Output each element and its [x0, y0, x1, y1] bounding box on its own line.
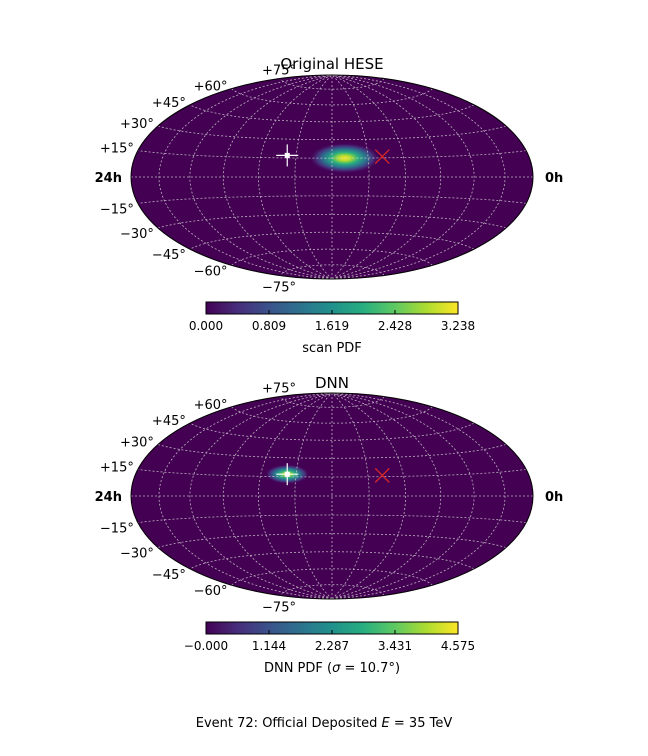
ra-label-right: 0h — [545, 171, 563, 186]
dec-gridline — [137, 195, 527, 204]
dec-gridline — [189, 551, 475, 570]
dec-tick-label: +60° — [194, 80, 228, 95]
dec-tick-label: +45° — [152, 96, 186, 111]
colorbar-tick-label: 3.238 — [441, 319, 475, 333]
marker-stroke-b — [374, 149, 390, 165]
ra-gridline — [258, 392, 333, 600]
caption-prefix: Event 72: Official Deposited — [195, 716, 382, 731]
ra-gridline — [331, 74, 406, 280]
dec-tick-label: −75° — [262, 281, 296, 296]
marker-center — [284, 471, 290, 477]
reconstructed-direction-marker — [374, 149, 390, 165]
dec-tick-label: −75° — [262, 600, 296, 615]
dec-gridline — [157, 533, 507, 548]
marker-stroke-b — [374, 467, 390, 483]
dec-tick-label: +75° — [262, 63, 296, 78]
ra-label-right: 0h — [545, 490, 563, 505]
colorbar-label: DNN PDF (σ = 10.7°) — [264, 661, 400, 676]
ra-gridline — [331, 392, 370, 600]
panel-dnn: DNN 24h 0h +75° +60° +45° +30° +15° −15° −30° −45°… — [95, 374, 564, 676]
caption-suffix: = 35 TeV — [389, 716, 453, 731]
dec-gridline — [279, 78, 385, 90]
colorbar-label-variable: σ — [332, 661, 341, 676]
sky-map-outline — [130, 74, 534, 280]
ra-gridline — [158, 74, 333, 280]
graticule — [131, 392, 533, 600]
colorbar-tick-label: 2.287 — [315, 639, 349, 653]
dec-tick-label: +75° — [262, 382, 296, 397]
graticule — [131, 74, 533, 280]
dec-gridline — [189, 231, 475, 250]
ra-gridline — [331, 74, 370, 280]
dec-tick-label: −15° — [100, 202, 134, 217]
sky-map-outline — [130, 392, 534, 600]
ra-label-left: 24h — [95, 490, 122, 505]
dec-gridline — [279, 264, 385, 276]
true-direction-marker — [276, 144, 299, 167]
dec-gridline — [231, 88, 433, 106]
colorbar-tick-label: 2.428 — [378, 319, 412, 333]
ra-gridline — [189, 392, 333, 600]
colorbar-label-prefix: DNN PDF ( — [264, 661, 332, 676]
dec-gridline — [137, 468, 527, 478]
chart-title: DNN — [315, 374, 349, 392]
ra-gridline — [258, 74, 333, 280]
true-direction-marker — [276, 463, 299, 486]
ra-gridline — [331, 392, 406, 600]
reconstructed-direction-marker — [374, 467, 390, 483]
dec-gridline — [157, 213, 507, 229]
colorbar-label-suffix: = 10.7°) — [340, 661, 400, 676]
colorbar-tick-label: −0.000 — [184, 639, 228, 653]
ra-gridline — [189, 74, 333, 280]
ra-gridline — [294, 74, 333, 280]
dec-tick-label: +45° — [152, 414, 186, 429]
ra-gridline — [222, 74, 333, 280]
colorbar-tick-label: 3.431 — [378, 639, 412, 653]
dec-gridline — [279, 396, 385, 408]
dec-gridline — [189, 104, 475, 123]
colorbar-tick-label: 0.809 — [252, 319, 286, 333]
ra-gridline — [158, 392, 333, 600]
colorbar-tick-label: 1.144 — [252, 639, 286, 653]
dec-tick-label: −60° — [194, 584, 228, 599]
ra-gridline — [331, 392, 442, 600]
colorbar-label: scan PDF — [302, 341, 362, 356]
figure-caption: Event 72: Official Deposited E = 35 TeV — [0, 716, 648, 731]
colorbar-tick-label: 4.575 — [441, 639, 475, 653]
ra-gridline — [331, 74, 506, 280]
ra-gridline — [331, 392, 506, 600]
colorbar-tick-label: 1.619 — [315, 319, 349, 333]
colorbar-tick-label: 0.000 — [189, 319, 223, 333]
dec-gridline — [279, 584, 385, 596]
dec-gridline — [157, 125, 507, 141]
dec-tick-label: +15° — [100, 460, 134, 475]
dec-tick-label: −45° — [152, 568, 186, 583]
dec-tick-label: −60° — [194, 264, 228, 279]
dec-tick-label: +15° — [100, 142, 134, 157]
ra-gridline — [331, 392, 475, 600]
dec-gridline — [137, 150, 527, 159]
ra-gridline — [331, 74, 442, 280]
dec-gridline — [137, 514, 527, 524]
dec-tick-label: −30° — [120, 227, 154, 242]
marker-center — [284, 152, 290, 158]
ra-gridline — [331, 74, 475, 280]
dec-tick-label: −15° — [100, 522, 134, 537]
dec-tick-label: −30° — [120, 547, 154, 562]
caption-variable: E — [381, 716, 390, 731]
ra-gridline — [222, 392, 333, 600]
dec-tick-label: +30° — [120, 117, 154, 132]
ra-gridline — [294, 392, 333, 600]
dec-tick-label: +60° — [194, 398, 228, 413]
panel-original-hese: Original HESE 24h 0h +75° +60° +45° +30° +15° −1… — [95, 55, 564, 356]
ra-label-left: 24h — [95, 171, 122, 186]
chart-title: Original HESE — [280, 55, 383, 73]
dec-tick-label: +30° — [120, 436, 154, 451]
dec-tick-label: −45° — [152, 248, 186, 263]
